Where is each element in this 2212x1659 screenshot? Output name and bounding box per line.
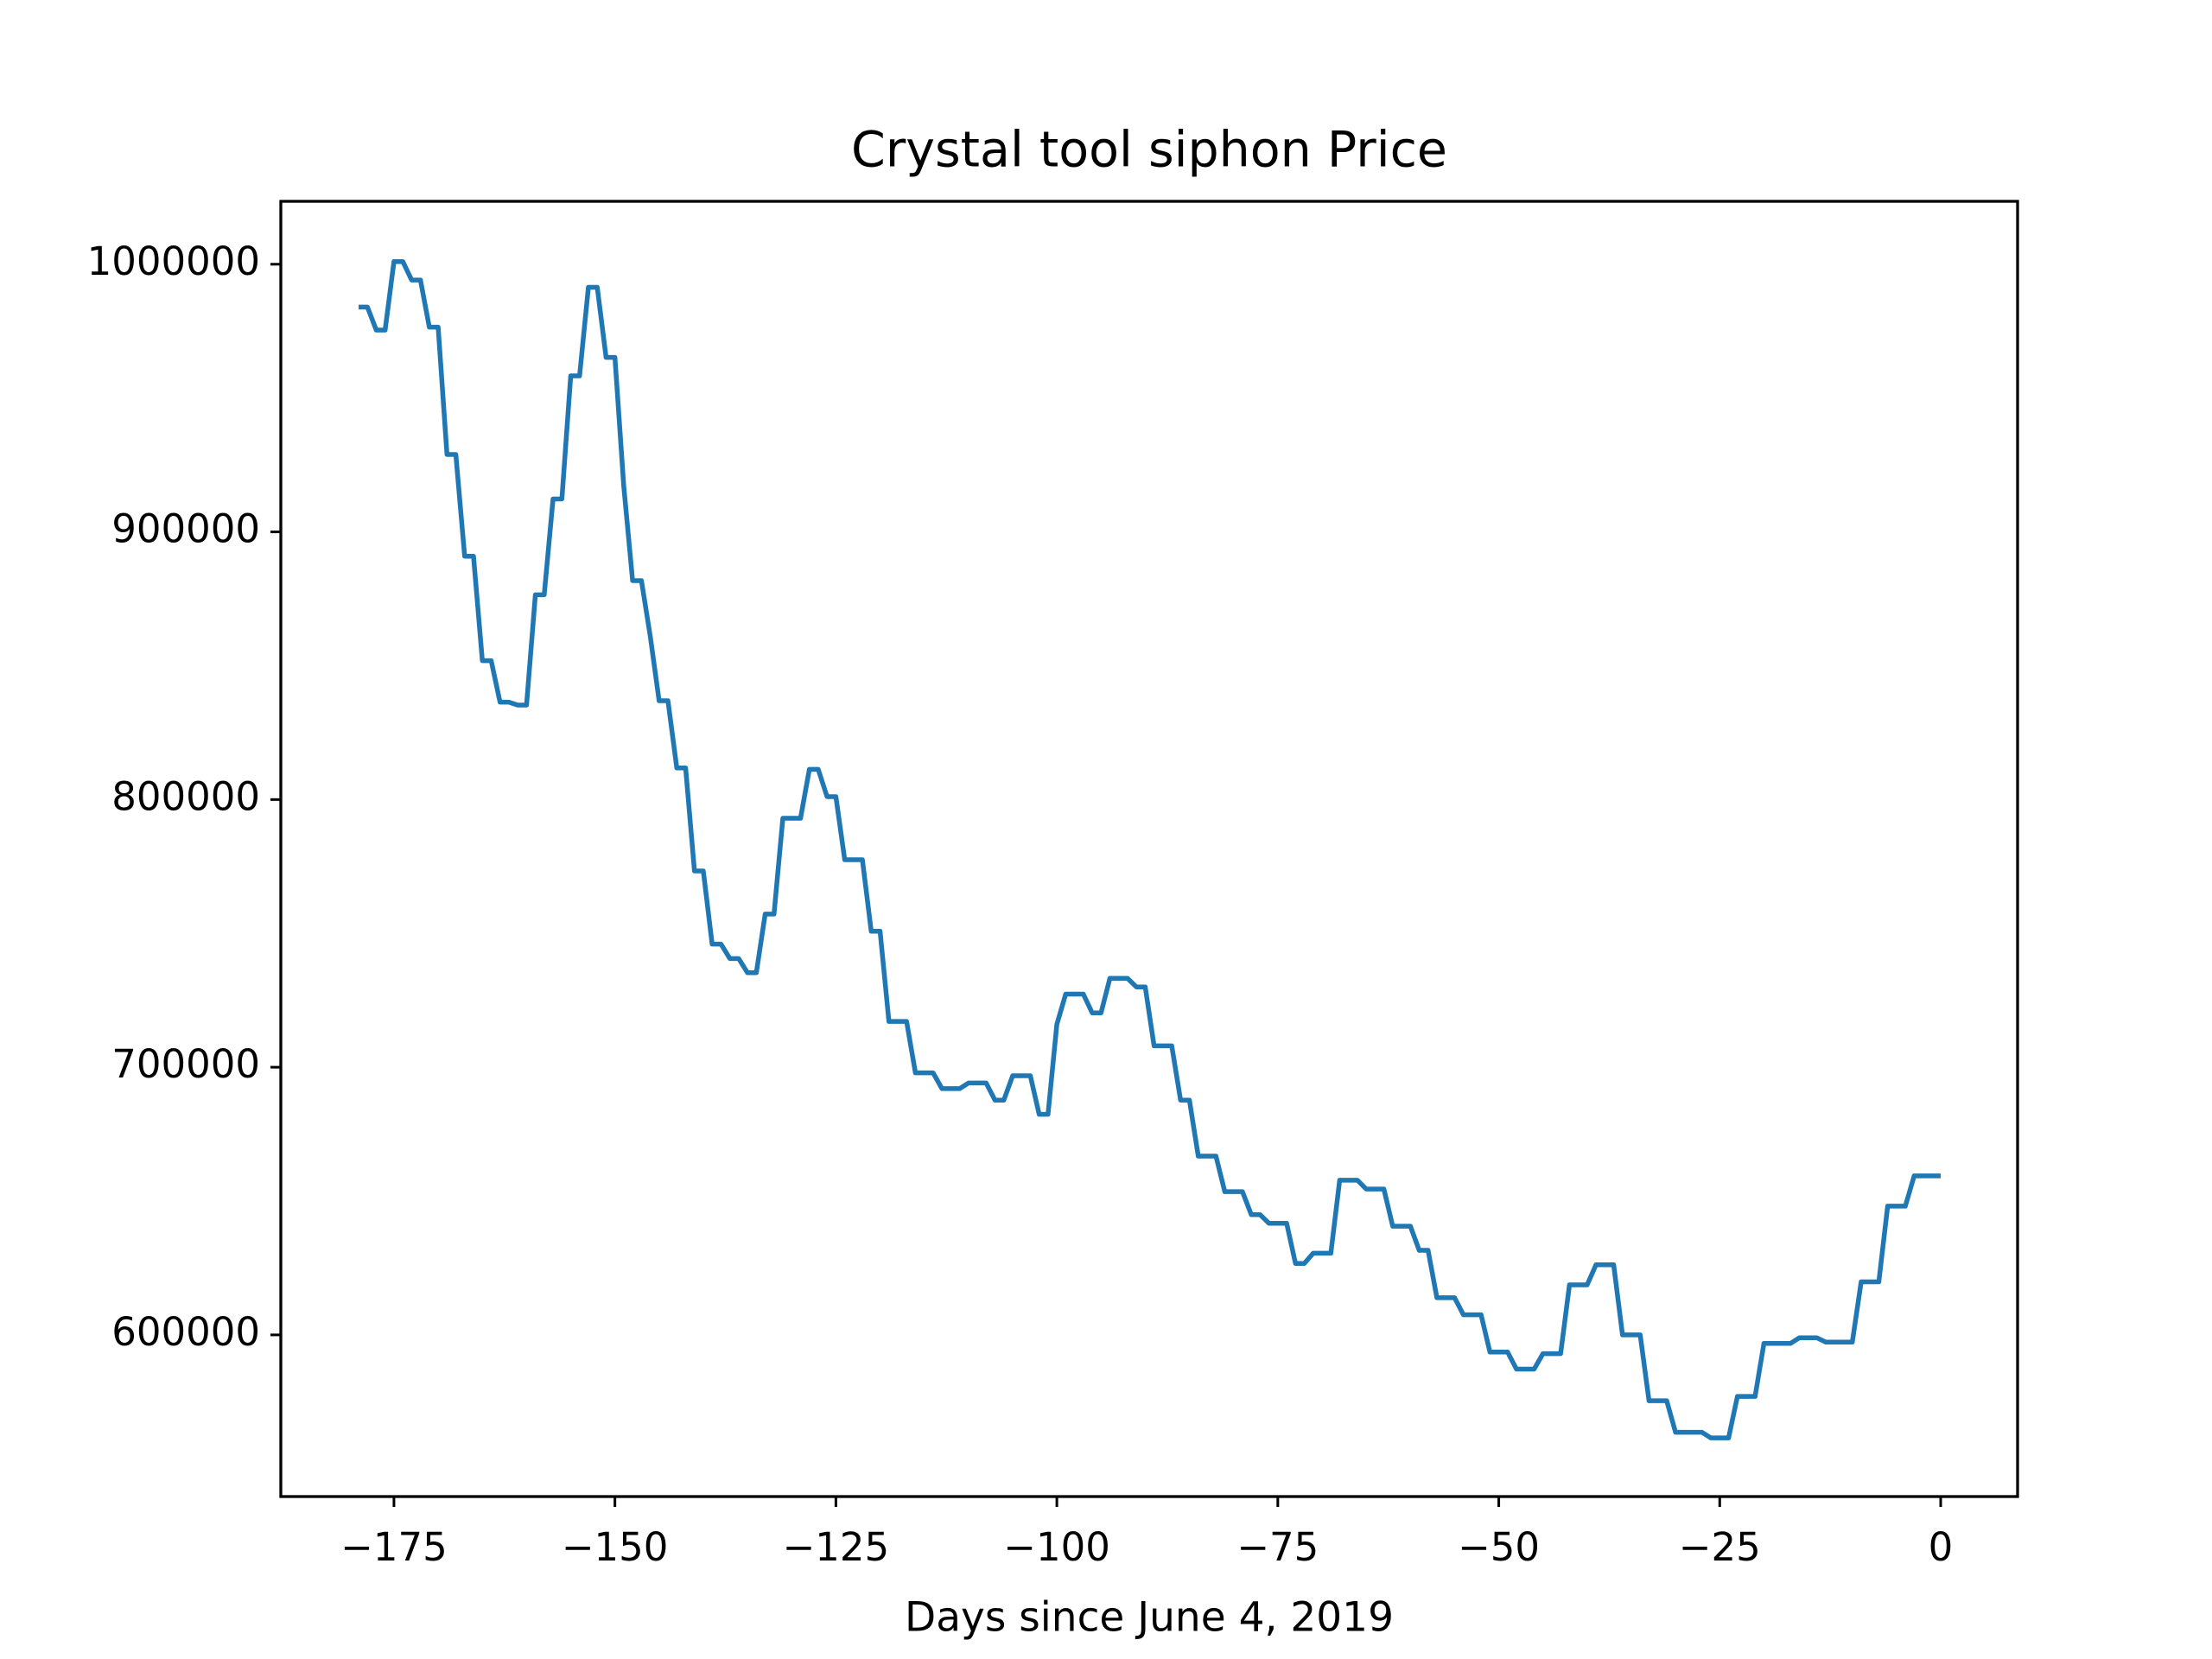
- y-tick-label: 1000000: [87, 238, 260, 284]
- y-tick-label: 600000: [111, 1309, 260, 1355]
- y-tick-label: 800000: [111, 773, 260, 819]
- x-tick-label: −150: [562, 1524, 669, 1570]
- x-tick-label: 0: [1929, 1524, 1954, 1570]
- y-tick-label: 900000: [111, 506, 260, 552]
- chart-title: Crystal tool siphon Price: [851, 122, 1447, 179]
- x-tick-label: −75: [1236, 1524, 1319, 1570]
- x-tick-label: −125: [783, 1524, 890, 1570]
- x-tick-label: −25: [1679, 1524, 1761, 1570]
- y-tick-label: 700000: [111, 1041, 260, 1087]
- data-line: [359, 258, 1942, 1440]
- x-axis-label: Days since June 4, 2019: [905, 1594, 1394, 1642]
- plot-frame: [279, 200, 2019, 1498]
- x-tick-label: −100: [1003, 1524, 1110, 1570]
- x-tick-label: −175: [340, 1524, 448, 1570]
- x-tick-label: −50: [1458, 1524, 1540, 1570]
